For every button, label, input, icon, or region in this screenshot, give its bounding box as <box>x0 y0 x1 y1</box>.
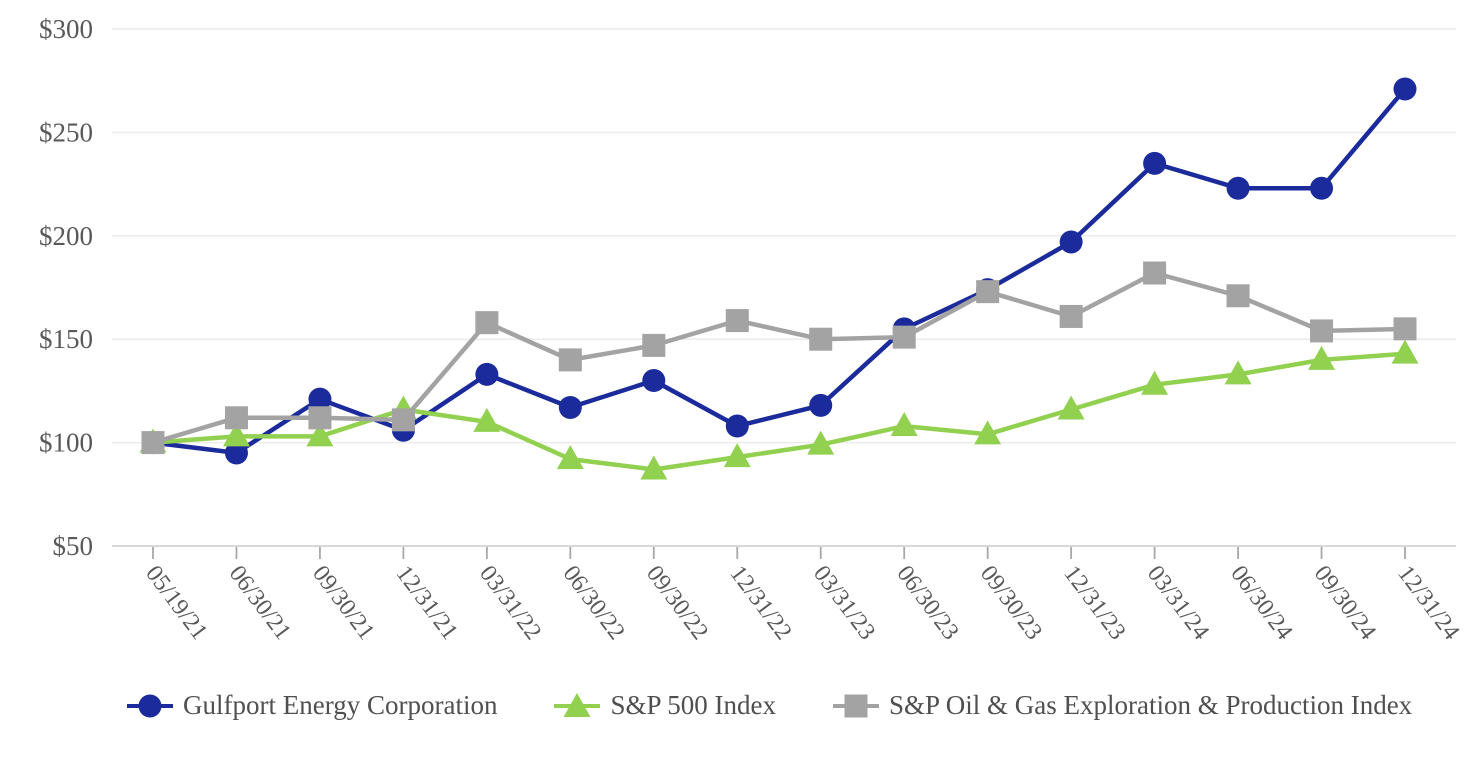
data-point-marker <box>1226 176 1250 200</box>
data-point-marker <box>807 430 835 455</box>
data-point-marker <box>473 407 501 432</box>
y-tick-label: $50 <box>53 531 94 561</box>
circle-marker-icon <box>127 694 173 717</box>
x-tick-label: 06/30/22 <box>558 561 630 645</box>
series-line <box>150 270 1408 445</box>
x-tick-label: 09/30/23 <box>975 561 1047 645</box>
data-point-marker <box>974 420 1002 445</box>
y-tick-label: $250 <box>39 117 93 147</box>
legend-item-sp500: S&P 500 Index <box>553 690 776 721</box>
data-point-marker <box>1059 230 1083 254</box>
x-tick-label: 09/30/21 <box>307 561 379 645</box>
data-point-marker <box>1308 345 1336 370</box>
data-point-marker <box>1057 395 1085 420</box>
data-point-marker <box>725 414 749 438</box>
square-marker-icon <box>832 694 879 717</box>
data-point-marker <box>809 327 833 351</box>
x-tick-label: 03/31/22 <box>474 561 546 645</box>
legend-item-gulfport: Gulfport Energy Corporation <box>126 690 497 721</box>
data-point-marker <box>1059 304 1083 328</box>
data-point-marker <box>558 395 582 419</box>
x-axis-labels: 05/19/21 06/30/21 09/30/21 12/31/21 03/31/22… <box>140 561 1464 645</box>
data-point-marker <box>1143 261 1167 285</box>
data-point-marker <box>222 422 250 447</box>
data-point-marker <box>308 406 332 430</box>
data-point-marker <box>1141 370 1169 395</box>
data-point-marker <box>475 311 499 335</box>
data-point-marker <box>890 412 918 437</box>
data-point-marker <box>141 431 165 455</box>
data-point-marker <box>809 393 833 417</box>
data-point-marker <box>1226 284 1250 308</box>
data-point-marker <box>1310 319 1334 343</box>
y-tick-label: $150 <box>39 324 93 354</box>
data-point-marker <box>1310 176 1334 200</box>
x-tick-label: 09/30/22 <box>641 561 713 645</box>
x-tick-label: 06/30/23 <box>891 561 963 645</box>
legend-item-sp-oil-gas: S&P Oil & Gas Exploration & Production I… <box>832 690 1412 721</box>
x-tick-label: 09/30/24 <box>1309 561 1381 645</box>
data-point-marker <box>308 387 332 411</box>
y-tick-label: $300 <box>39 14 93 44</box>
x-tick-label: 12/31/22 <box>724 561 796 645</box>
x-tick-label: 06/30/21 <box>224 561 296 645</box>
data-point-marker <box>1393 317 1417 341</box>
data-point-marker <box>640 455 668 480</box>
data-point-marker <box>556 445 584 470</box>
legend-label-sp-oil-gas: S&P Oil & Gas Exploration & Production I… <box>888 690 1413 720</box>
series-2 <box>141 261 1417 455</box>
data-point-marker <box>391 408 415 432</box>
x-tick-label: 05/19/21 <box>140 561 212 645</box>
x-tick-label: 12/31/21 <box>391 561 463 645</box>
data-point-marker <box>1391 339 1419 364</box>
data-point-marker <box>224 406 248 430</box>
data-point-marker <box>892 325 916 349</box>
x-tick-label: 12/31/24 <box>1392 561 1464 645</box>
data-point-marker <box>725 309 749 333</box>
data-point-marker <box>475 362 499 386</box>
triangle-marker-icon <box>554 692 601 717</box>
y-tick-label: $200 <box>39 221 93 251</box>
x-tick-label: 03/31/24 <box>1142 561 1214 645</box>
y-axis-labels: $300 $250 $200 $150 $100 $50 <box>39 14 93 561</box>
data-point-marker <box>1143 151 1167 175</box>
series-0 <box>141 77 1417 465</box>
data-point-marker <box>558 348 582 372</box>
legend-label-gulfport: Gulfport Energy Corporation <box>183 690 498 720</box>
x-tick-label: 06/30/24 <box>1225 561 1297 645</box>
data-point-marker <box>723 443 751 468</box>
x-tick-label: 12/31/23 <box>1058 561 1130 645</box>
x-axis-ticks <box>152 547 1406 559</box>
data-point-marker <box>306 422 334 447</box>
data-point-marker <box>642 333 666 357</box>
x-tick-label: 03/31/23 <box>808 561 880 645</box>
data-point-marker <box>642 369 666 393</box>
series-line <box>150 86 1408 456</box>
data-point-marker <box>1393 77 1417 101</box>
data-point-marker <box>1224 360 1252 385</box>
data-point-marker <box>224 441 248 465</box>
legend-label-sp500: S&P 500 Index <box>610 690 776 720</box>
gridlines <box>112 28 1456 547</box>
series-line <box>150 351 1408 472</box>
chart-legend: Gulfport Energy Corporation S&P 500 Inde… <box>126 690 1478 721</box>
y-tick-label: $100 <box>39 428 93 458</box>
data-point-marker <box>976 280 1000 304</box>
